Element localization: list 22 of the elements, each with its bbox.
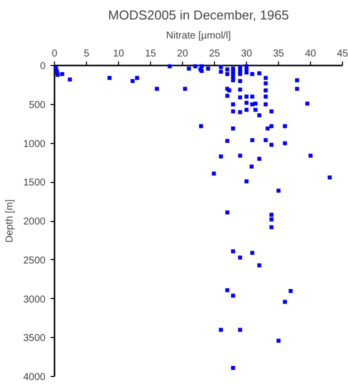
x-axis-title: Nitrate [µmol/l] bbox=[166, 30, 232, 42]
y-tick-label: 3500 bbox=[23, 333, 46, 344]
x-tick-label: 40 bbox=[304, 48, 316, 60]
x-tick-label: 5 bbox=[84, 48, 90, 60]
y-tick-label: 2000 bbox=[23, 216, 46, 228]
x-tick-label: 0 bbox=[52, 48, 58, 60]
chart-title: MODS2005 in December, 1965 bbox=[108, 8, 289, 22]
x-tick-label: 10 bbox=[112, 48, 124, 60]
y-axis-title: Depth [m] bbox=[4, 199, 16, 243]
y-tick-label: 4000 bbox=[23, 372, 46, 383]
y-tick-label: 1000 bbox=[23, 138, 46, 150]
x-tick-label: 20 bbox=[176, 48, 188, 60]
x-tick-label: 45 bbox=[336, 48, 348, 60]
y-tick-label: 1500 bbox=[23, 178, 46, 189]
x-tick-label: 25 bbox=[208, 48, 220, 60]
y-tick-label: 500 bbox=[28, 100, 46, 111]
y-tick-label: 0 bbox=[40, 61, 46, 72]
x-tick-label: 15 bbox=[144, 48, 156, 60]
y-tick-label: 3000 bbox=[23, 294, 46, 306]
x-tick-label: 35 bbox=[272, 48, 284, 60]
x-tick-label: 30 bbox=[240, 48, 252, 60]
y-tick-label: 2500 bbox=[23, 255, 46, 266]
